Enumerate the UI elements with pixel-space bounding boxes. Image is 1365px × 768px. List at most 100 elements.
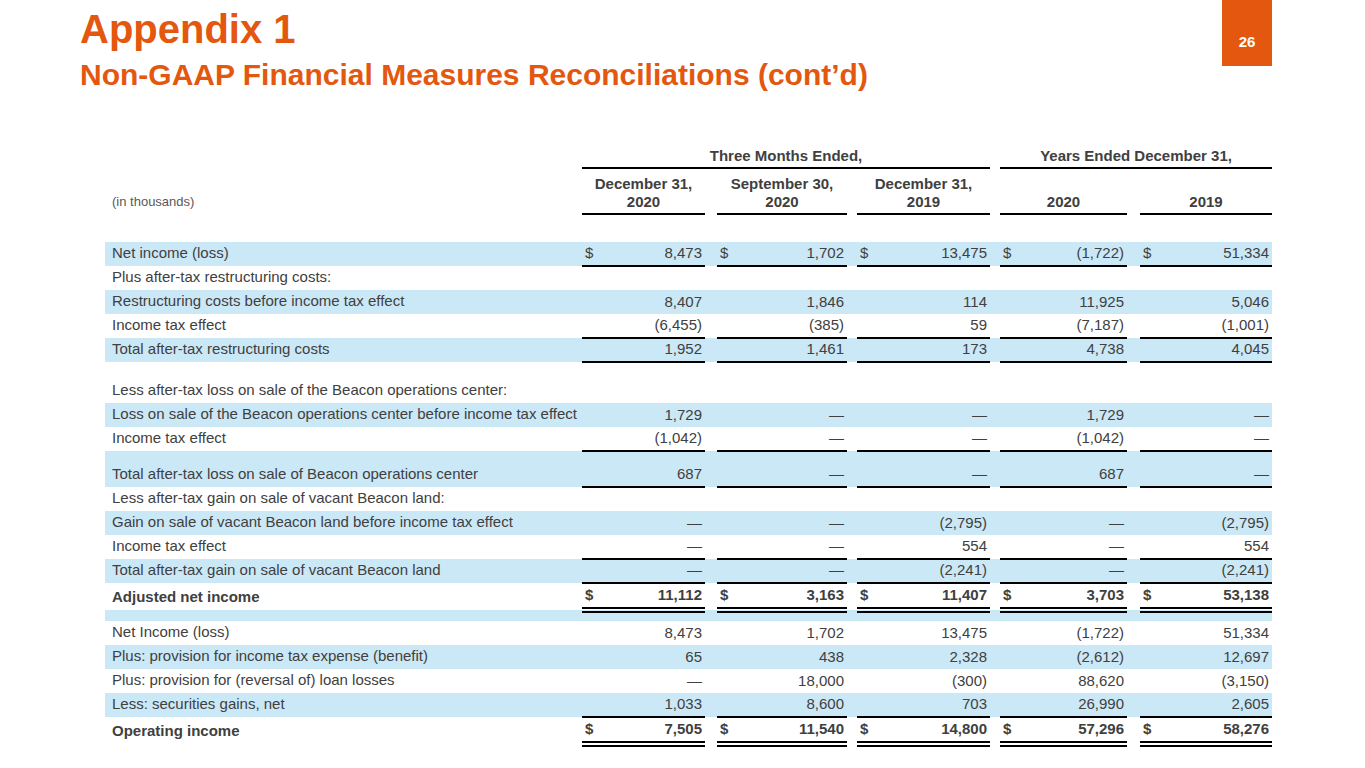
value-text: (1,722) <box>1076 624 1124 641</box>
table-row: Plus after-tax restructuring costs: <box>105 266 1272 290</box>
value-cell: — <box>1000 559 1127 583</box>
page-number-badge: 26 <box>1222 0 1272 66</box>
column-gap <box>1127 559 1140 583</box>
value-cell: — <box>1140 403 1272 427</box>
value-cell <box>857 379 990 403</box>
value-text: 703 <box>962 695 987 712</box>
value-text: — <box>687 672 702 689</box>
value-cell: $11,407 <box>857 583 990 610</box>
value-text: 1,702 <box>806 624 844 641</box>
row-label: Plus: provision for income tax expense (… <box>105 645 582 669</box>
value-text: — <box>829 561 844 578</box>
value-text: — <box>829 429 844 446</box>
row-label: Income tax effect <box>105 535 582 559</box>
column-gap <box>990 693 1000 717</box>
value-cell: — <box>1000 511 1127 535</box>
value-text: 57,296 <box>1078 720 1124 737</box>
group-header-years-ended: Years Ended December 31, <box>1000 142 1272 168</box>
value-text: — <box>972 465 987 482</box>
page-title: Appendix 1 <box>80 6 296 52</box>
column-gap <box>847 266 857 290</box>
dollar-sign: $ <box>717 720 728 737</box>
row-label: Net Income (loss) <box>105 621 582 645</box>
value-text: 8,600 <box>806 695 844 712</box>
column-gap <box>705 338 717 362</box>
value-cell: 26,990 <box>1000 693 1127 717</box>
column-gap <box>705 427 717 451</box>
spacer-row <box>105 214 1272 242</box>
column-gap <box>847 487 857 511</box>
value-text: 8,473 <box>664 624 702 641</box>
dollar-sign: $ <box>857 244 868 261</box>
value-text: 4,738 <box>1086 340 1124 357</box>
row-label: Gain on sale of vacant Beacon land befor… <box>105 511 582 535</box>
column-gap <box>1127 511 1140 535</box>
value-cell: $53,138 <box>1140 583 1272 610</box>
value-cell: (2,795) <box>1140 511 1272 535</box>
value-text: 7,505 <box>664 720 702 737</box>
column-gap <box>705 693 717 717</box>
value-text: 8,407 <box>664 293 702 310</box>
value-cell: — <box>717 451 847 487</box>
value-text: — <box>829 406 844 423</box>
column-gap <box>705 487 717 511</box>
column-gap <box>705 242 717 266</box>
table-row: Operating income$7,505$11,540$14,800$57,… <box>105 717 1272 744</box>
value-cell: (385) <box>717 314 847 338</box>
column-gap <box>990 403 1000 427</box>
value-text: 1,729 <box>1086 406 1124 423</box>
value-text: (2,612) <box>1076 648 1124 665</box>
value-cell: (1,042) <box>582 427 705 451</box>
column-gap <box>705 314 717 338</box>
value-text: 687 <box>1099 465 1124 482</box>
table-row: Loss on sale of the Beacon operations ce… <box>105 403 1272 427</box>
table-row: Total after-tax loss on sale of Beacon o… <box>105 451 1272 487</box>
value-text: 554 <box>962 537 987 554</box>
value-cell: 2,605 <box>1140 693 1272 717</box>
column-gap <box>1127 290 1140 314</box>
value-text: (1,722) <box>1076 244 1124 261</box>
value-cell: 18,000 <box>717 669 847 693</box>
table-row: Income tax effect(1,042)——(1,042)— <box>105 427 1272 451</box>
value-text: 114 <box>963 293 987 310</box>
row-label: Income tax effect <box>105 314 582 338</box>
value-text: (2,241) <box>939 561 987 578</box>
value-cell: 59 <box>857 314 990 338</box>
value-cell: $7,505 <box>582 717 705 744</box>
column-gap <box>847 379 857 403</box>
column-gap <box>847 290 857 314</box>
column-gap <box>705 717 717 744</box>
column-gap <box>990 511 1000 535</box>
value-cell: — <box>582 669 705 693</box>
value-text: — <box>687 537 702 554</box>
value-text: (3,150) <box>1222 672 1270 689</box>
row-label: Adjusted net income <box>105 583 582 610</box>
page-subtitle: Non-GAAP Financial Measures Reconciliati… <box>80 58 868 91</box>
value-text: (1,042) <box>654 429 702 446</box>
row-label: Operating income <box>105 717 582 744</box>
value-cell: $8,473 <box>582 242 705 266</box>
value-text: — <box>1254 429 1269 446</box>
page-number: 26 <box>1239 33 1256 50</box>
group-header-spacer <box>105 142 582 168</box>
value-cell: 8,473 <box>582 621 705 645</box>
value-text: 88,620 <box>1078 672 1124 689</box>
column-gap <box>1127 266 1140 290</box>
column-gap <box>1127 583 1140 610</box>
value-cell <box>857 266 990 290</box>
value-text: — <box>687 561 702 578</box>
row-label: Less after-tax gain on sale of vacant Be… <box>105 487 582 511</box>
spacer-row <box>105 610 1272 621</box>
dollar-sign: $ <box>1000 244 1011 261</box>
value-text: 438 <box>819 648 844 665</box>
value-cell: 13,475 <box>857 621 990 645</box>
value-cell: 2,328 <box>857 645 990 669</box>
value-cell: $57,296 <box>1000 717 1127 744</box>
column-gap <box>990 314 1000 338</box>
value-text: 173 <box>962 340 987 357</box>
value-text: — <box>972 429 987 446</box>
value-cell: (1,042) <box>1000 427 1127 451</box>
row-label: Plus after-tax restructuring costs: <box>105 266 582 290</box>
value-text: 687 <box>677 465 702 482</box>
value-cell: (6,455) <box>582 314 705 338</box>
